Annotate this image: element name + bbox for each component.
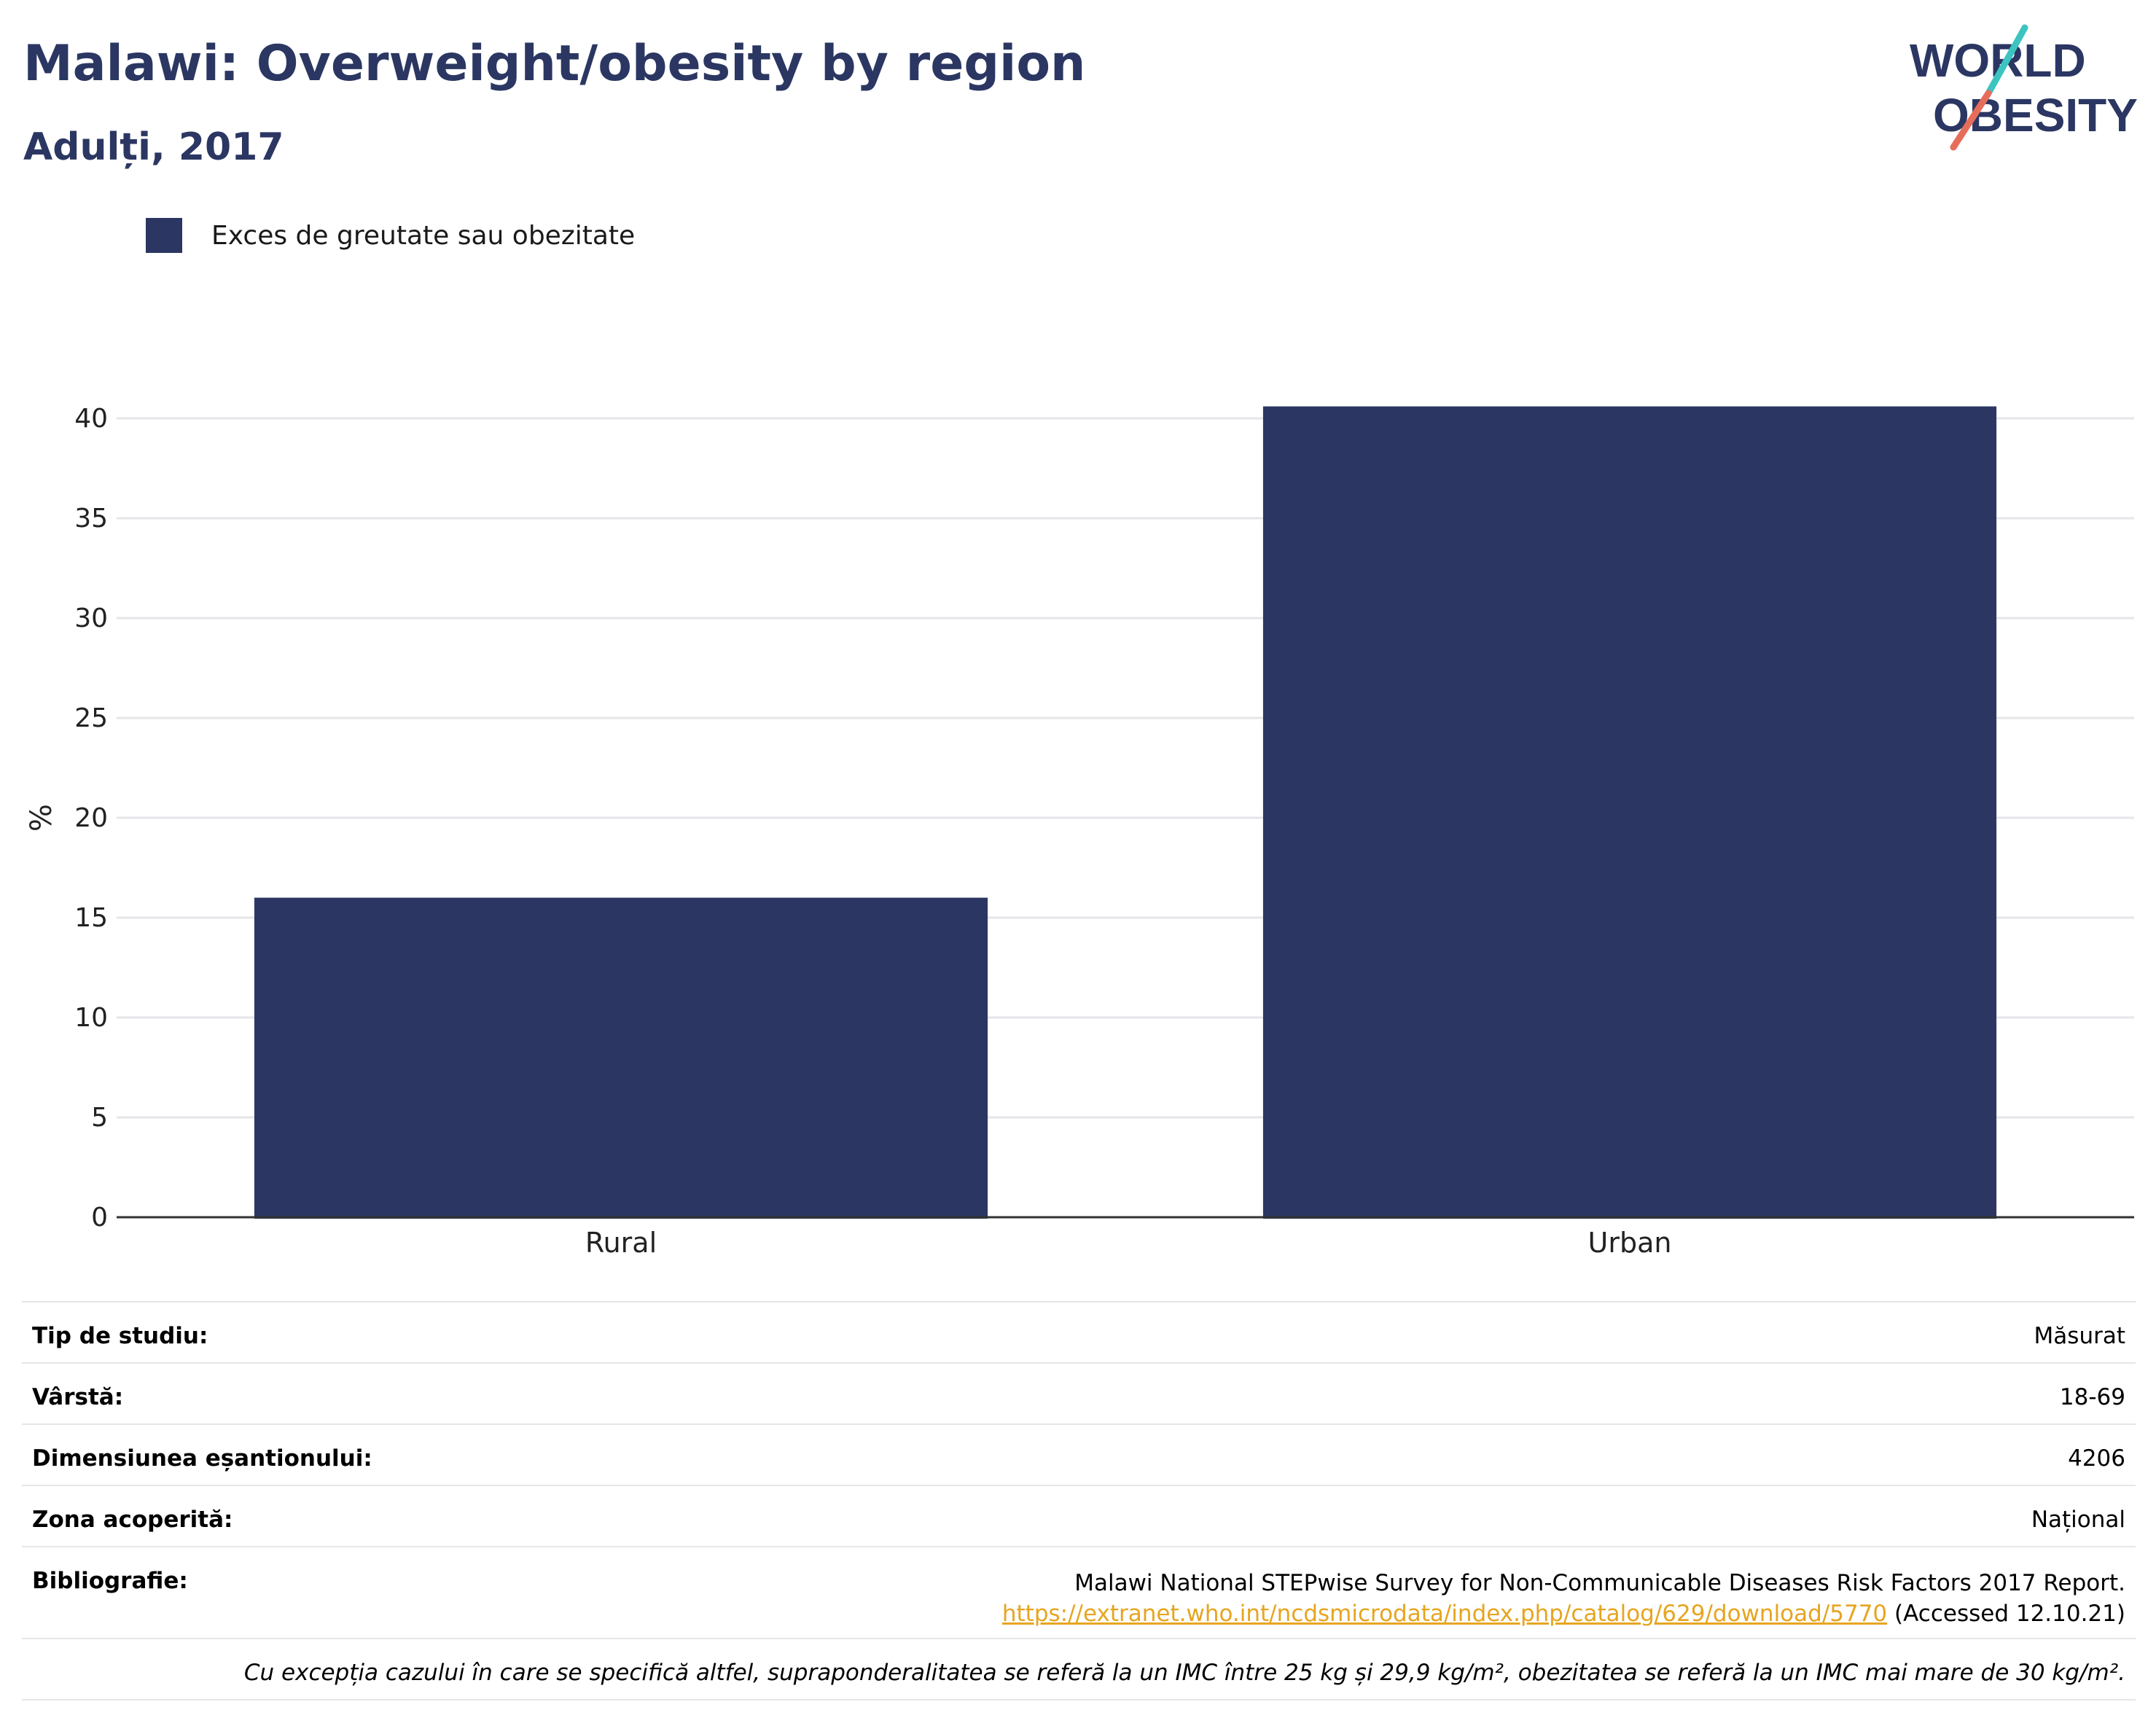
meta-row-area: Zona acoperită: Național — [22, 1485, 2136, 1546]
y-tick-label: 0 — [91, 1203, 108, 1233]
y-tick-label: 40 — [74, 404, 108, 434]
meta-label: Bibliografie: — [32, 1568, 188, 1594]
meta-value: Măsurat — [2034, 1323, 2125, 1349]
y-axis-label: % — [25, 804, 58, 832]
bibliography-accessed: (Accessed 12.10.21) — [1894, 1601, 2125, 1627]
meta-label: Dimensiunea eșantionului: — [32, 1445, 372, 1472]
metadata-table: Tip de studiu: Măsurat Vârstă: 18-69 Dim… — [22, 1301, 2136, 1700]
y-tick-label: 5 — [91, 1103, 108, 1133]
meta-value: Național — [2031, 1507, 2125, 1533]
legend: Exces de greutate sau obezitate — [146, 217, 635, 254]
bibliography-text: Malawi National STEPwise Survey for Non-… — [1074, 1570, 2125, 1596]
y-tick-label: 15 — [74, 903, 108, 933]
bibliography-link[interactable]: https://extranet.who.int/ncdsmicrodata/i… — [1001, 1601, 1888, 1627]
legend-swatch — [146, 218, 182, 253]
y-tick-label: 30 — [74, 604, 108, 633]
meta-value: Malawi National STEPwise Survey for Non-… — [1002, 1547, 2125, 1629]
world-obesity-logo: WORLD OBESITY — [1910, 24, 2138, 151]
meta-label: Vârstă: — [32, 1384, 124, 1410]
logo-word-obesity: OBESITY — [1933, 89, 2138, 141]
meta-label: Tip de studiu: — [32, 1323, 208, 1349]
bar-chart: 0 5 10 15 20 25 30 35 40 Rural Urban% — [25, 404, 2134, 1259]
logo-slash-teal — [1985, 24, 2028, 97]
x-tick-label: Urban — [1588, 1227, 1672, 1259]
chart-title: Malawi: Overweight/obesity by region — [23, 35, 1086, 93]
y-tick-label: 35 — [74, 504, 108, 534]
x-tick-label: Rural — [585, 1227, 657, 1259]
logo-slash-coral — [1950, 90, 1992, 151]
meta-row-age: Vârstă: 18-69 — [22, 1362, 2136, 1423]
meta-row-note: Cu excepția cazului în care se specifică… — [22, 1638, 2136, 1700]
bar-rural — [254, 897, 988, 1219]
legend-label: Exces de greutate sau obezitate — [211, 220, 636, 251]
y-tick-label: 25 — [74, 703, 108, 733]
bar-urban — [1262, 406, 1997, 1219]
y-tick-label: 20 — [74, 803, 108, 833]
chart-subtitle: Adulți, 2017 — [23, 125, 284, 169]
definition-note: Cu excepția cazului în care se specifică… — [243, 1660, 2125, 1686]
meta-value: 18-69 — [2059, 1384, 2125, 1410]
meta-row-sample-size: Dimensiunea eșantionului: 4206 — [22, 1423, 2136, 1485]
meta-row-bibliography: Bibliografie: Malawi National STEPwise S… — [22, 1546, 2136, 1638]
y-tick-label: 10 — [74, 1003, 108, 1033]
meta-label: Zona acoperită: — [32, 1507, 233, 1533]
meta-value: 4206 — [2068, 1445, 2125, 1472]
meta-row-study-type: Tip de studiu: Măsurat — [22, 1301, 2136, 1362]
